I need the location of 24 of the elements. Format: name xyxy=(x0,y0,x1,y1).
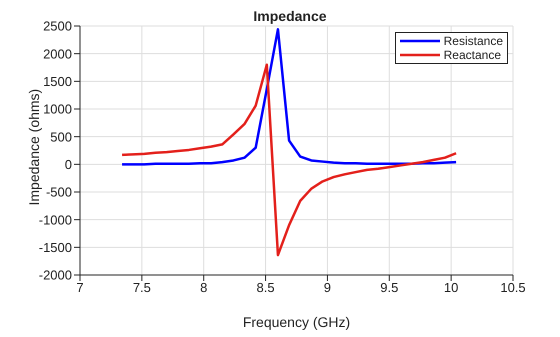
y-tick-label: -2000 xyxy=(38,268,72,283)
line-series xyxy=(120,63,458,256)
legend-label: Resistance xyxy=(444,34,503,48)
y-tick-label: 500 xyxy=(50,129,72,144)
x-tick-label: 7.5 xyxy=(132,280,151,296)
y-tick-label: 1000 xyxy=(43,102,72,117)
x-tick-label: 8.5 xyxy=(256,280,275,296)
y-tick-label: 2500 xyxy=(43,18,72,34)
x-tick-label: 10.5 xyxy=(500,280,526,296)
y-tick-label: -1500 xyxy=(38,240,72,255)
y-axis-title: Impedance (ohms) xyxy=(26,88,42,206)
legend-label: Reactance xyxy=(444,48,501,62)
x-tick-label: 9 xyxy=(324,280,332,296)
x-tick-label: 10 xyxy=(444,280,458,296)
x-tick-label: 9.5 xyxy=(380,280,398,296)
y-tick-label: 0 xyxy=(64,156,72,172)
y-tick-label: -1000 xyxy=(38,212,72,228)
x-axis-title: Frequency (GHz) xyxy=(242,314,350,330)
y-tick-label: 1500 xyxy=(43,74,72,89)
chart-title: Impedance xyxy=(252,8,328,24)
y-tick-label: -500 xyxy=(46,184,72,200)
y-tick-label: 2000 xyxy=(43,46,72,62)
x-tick-label: 7 xyxy=(76,280,84,296)
x-tick-label: 8 xyxy=(200,280,208,296)
